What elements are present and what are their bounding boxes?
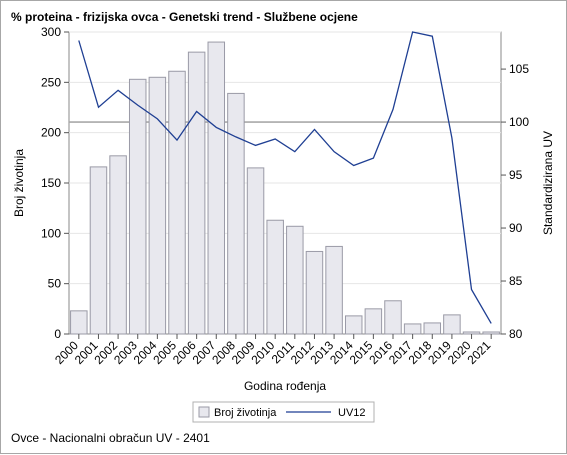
chart-title: % proteina - frizijska ovca - Genetski t… [11,10,358,24]
y-tick-label: 50 [48,277,62,291]
y-tick-label: 0 [54,327,61,341]
bar [128,78,147,335]
bar [482,331,500,335]
bar [70,310,88,335]
bar [246,167,265,335]
x-tick-label: 2021 [465,338,494,367]
line-layer [78,31,492,324]
x-axis-label: Godina rođenja [244,379,326,393]
bar [443,314,461,335]
bar [148,76,167,335]
y-tick-label: 150 [41,176,61,190]
y2-axis-label: Standardizirana UV [541,131,555,235]
bar [423,322,442,335]
legend: Broj životinja UV12 [192,401,375,423]
bar-layer [70,41,500,335]
y2-tick-label: 90 [509,221,523,235]
y-tick-label: 300 [41,25,61,39]
y2-tick-label: 95 [509,168,523,182]
legend-bar-label: Broj životinja [214,407,277,419]
bar [227,92,245,335]
legend-bar-swatch [198,406,210,418]
y2-tick-label: 100 [509,115,529,129]
bar [187,51,206,335]
bar [286,225,304,335]
bar [384,300,402,335]
uv12-line [78,31,492,324]
footnote: Ovce - Nacionalni obračun UV - 2401 [11,431,210,445]
bar [89,166,108,335]
y2-tick-label: 105 [509,62,529,76]
legend-line-label: UV12 [338,407,366,419]
y-tick-label: 100 [41,226,61,240]
bar [305,250,324,335]
y-axis-label: Broj životinja [12,149,26,217]
bar [462,331,481,335]
legend-box [192,401,375,423]
y2-tick-label: 85 [509,274,523,288]
bar [207,41,226,335]
y2-tick-label: 80 [509,327,523,341]
bar [344,315,363,335]
bar [109,155,127,335]
bar [403,323,422,335]
bar [325,245,343,335]
y-tick-label: 200 [41,126,61,140]
y-tick-label: 250 [41,75,61,89]
bar [266,219,284,335]
bar [364,308,383,335]
bar [168,70,186,335]
